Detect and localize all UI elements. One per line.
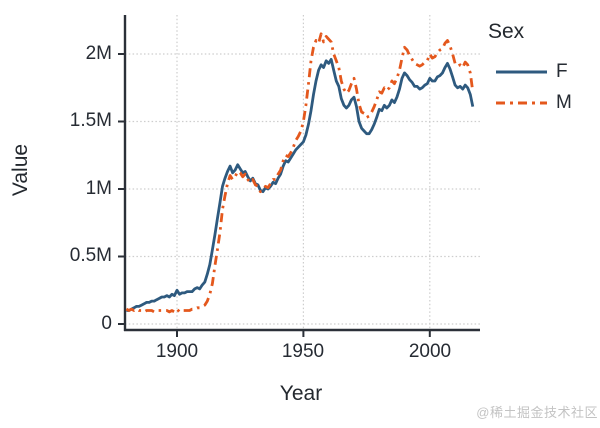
legend-label-f: F: [556, 61, 568, 82]
y-tick-label-1-5m: 1.5M: [69, 110, 112, 131]
y-tick-label-2m: 2M: [85, 43, 112, 64]
watermark-text: @稀土掘金技术社区: [476, 405, 598, 420]
series-line-f: [126, 58, 475, 312]
x-axis-title: Year: [279, 382, 323, 405]
x-tick-label-1900: 1900: [155, 341, 199, 362]
y-axis-title: Value: [9, 143, 32, 197]
y-tick-label-0-5m: 0.5M: [69, 245, 112, 266]
y-tick-label-1m: 1M: [85, 178, 112, 199]
legend-title: Sex: [488, 20, 525, 43]
y-tick-label-0: 0: [101, 313, 112, 334]
x-tick-label-2000: 2000: [408, 341, 452, 362]
x-tick-label-1950: 1950: [281, 341, 325, 362]
legend-label-m: M: [556, 92, 572, 113]
series-line-m: [125, 32, 475, 314]
